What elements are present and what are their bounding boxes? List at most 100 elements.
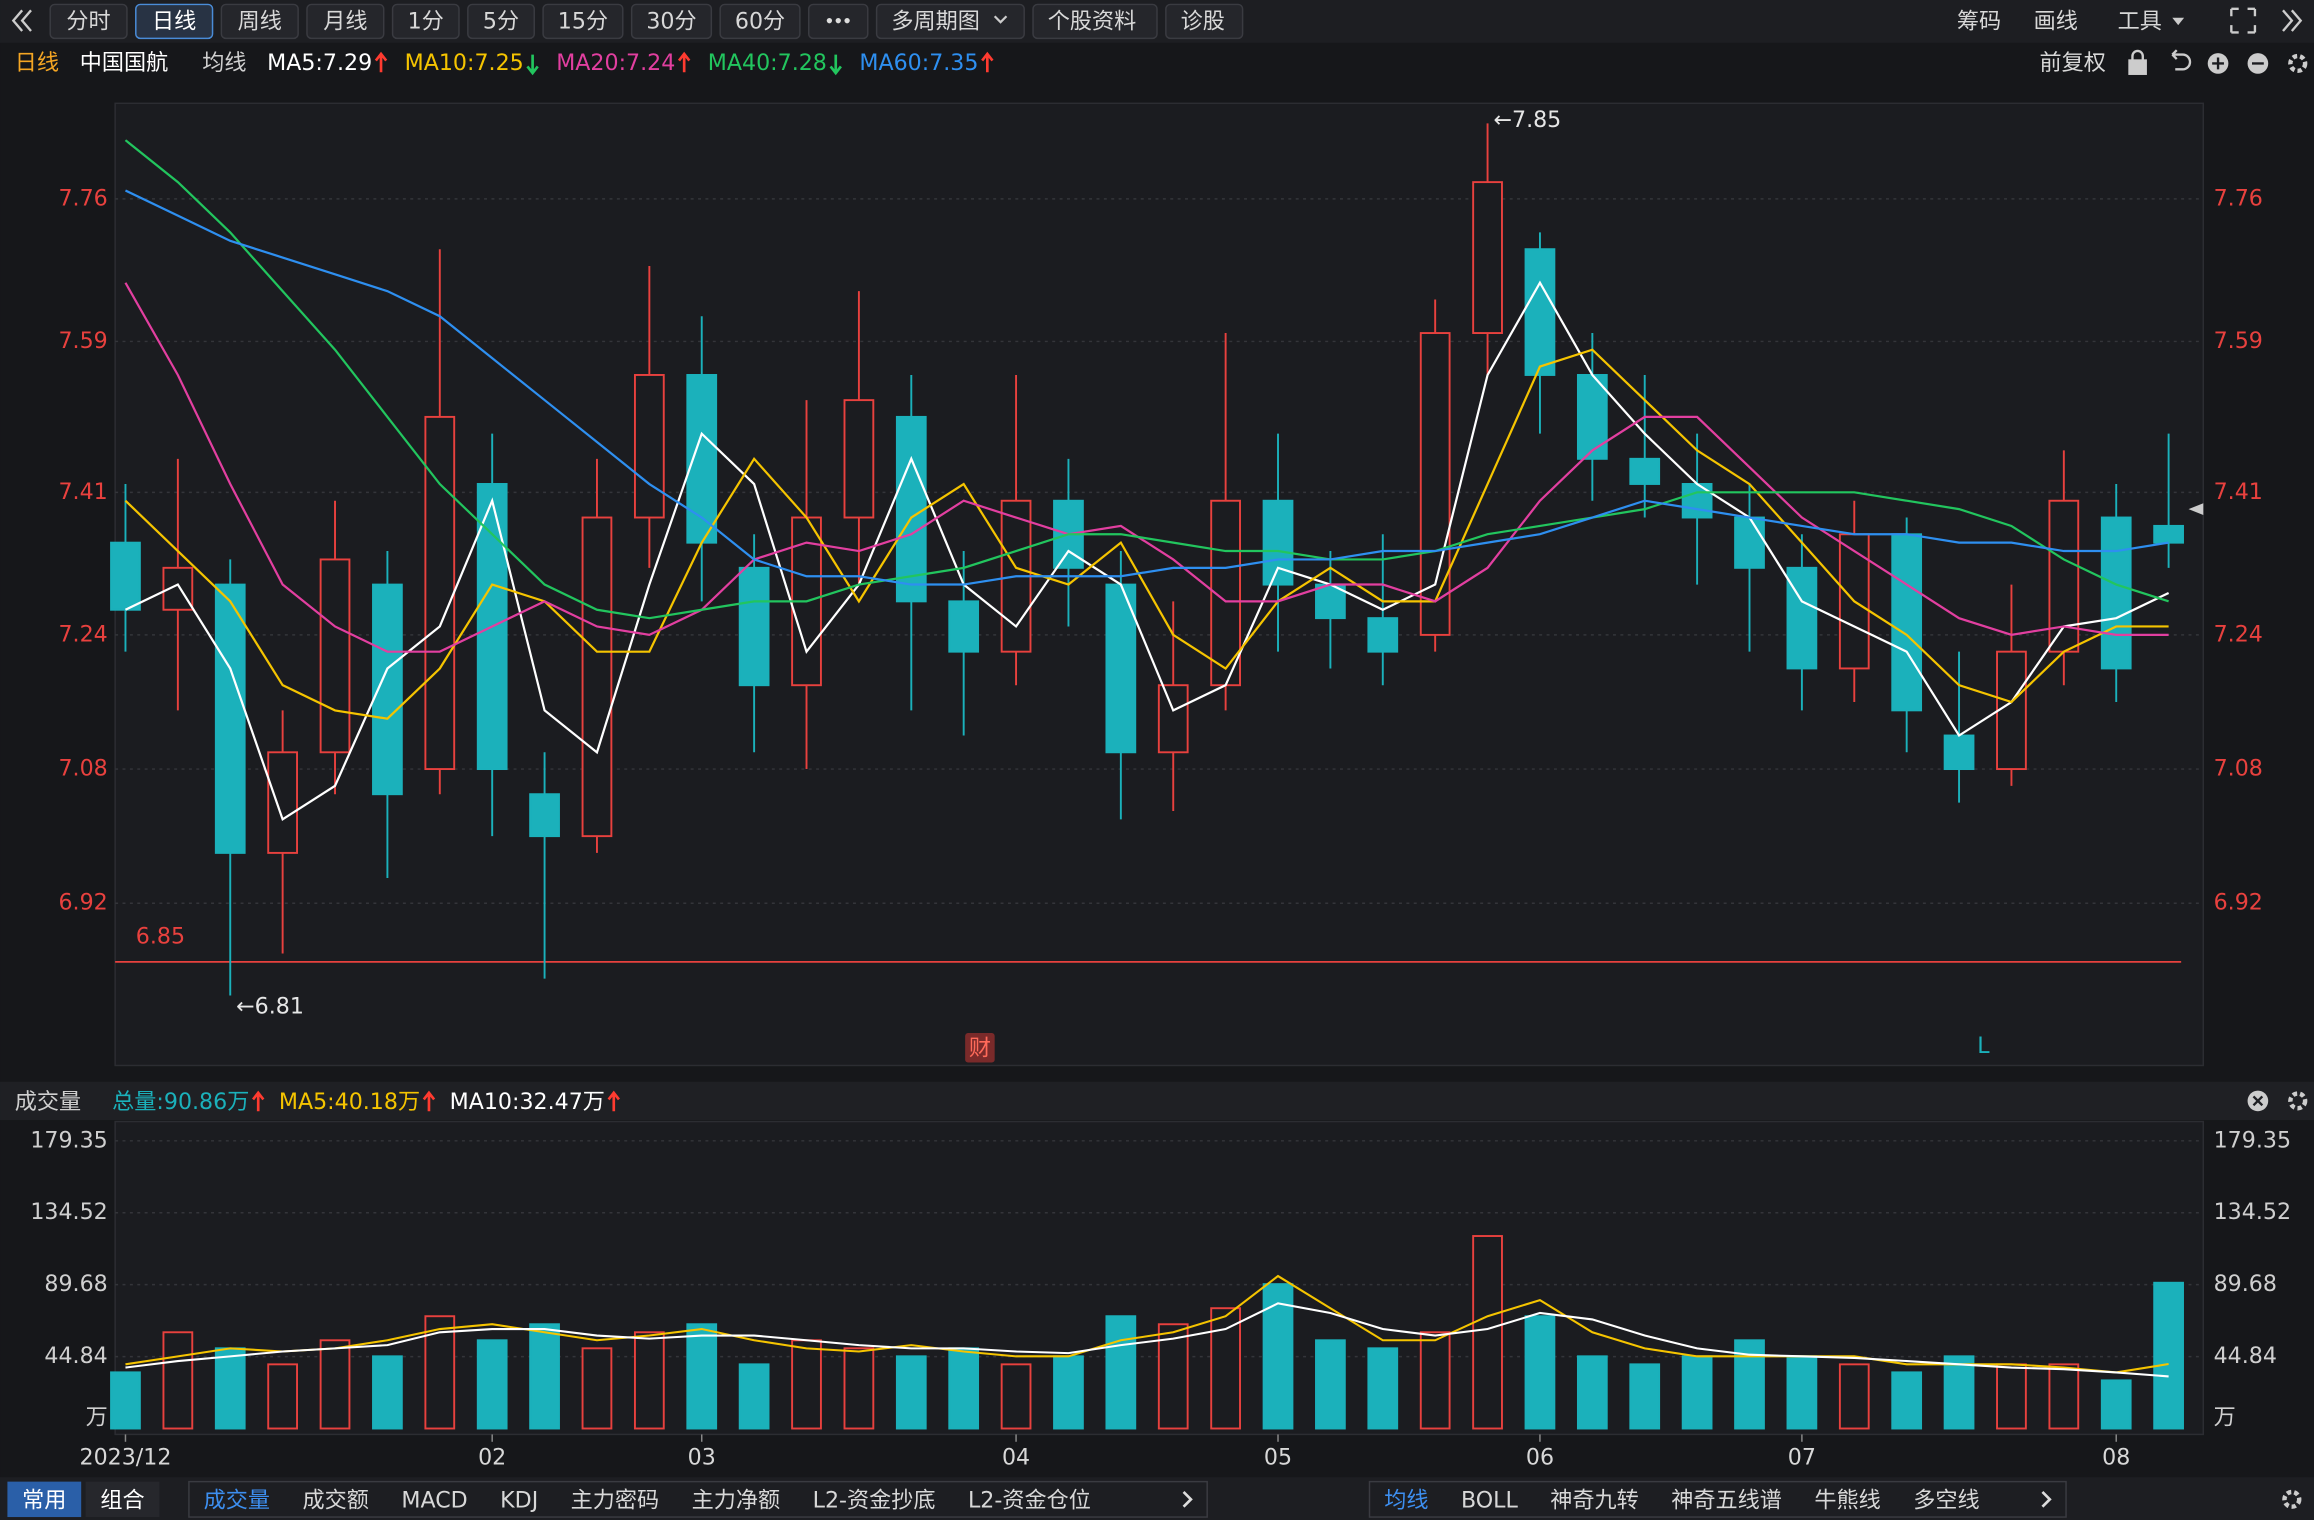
volume-bar xyxy=(1629,1363,1661,1430)
tab-item[interactable]: 主力密码 xyxy=(571,1487,660,1513)
y-tick-label: 7.41 xyxy=(2214,479,2263,505)
tab-item[interactable]: 成交额 xyxy=(303,1487,369,1513)
y-tick-label: 7.76 xyxy=(2214,185,2263,211)
ma-line xyxy=(124,282,2169,653)
x-tick-label: 04 xyxy=(1002,1445,1030,1471)
y-tick-label: 44.84 xyxy=(44,1343,107,1369)
more-dot xyxy=(835,18,841,24)
tab-item[interactable]: L2-资金抄底 xyxy=(813,1487,936,1513)
volume-bar xyxy=(267,1363,298,1430)
candle-body xyxy=(267,751,298,854)
y-tick-label: 134.52 xyxy=(2214,1199,2291,1225)
y-tick-label: 179.35 xyxy=(2214,1127,2291,1153)
toolbar-button[interactable] xyxy=(1032,3,1158,40)
toolbar-button[interactable] xyxy=(630,3,713,40)
adjust-label[interactable]: 前复权 xyxy=(2039,50,2105,76)
candle-body xyxy=(1262,499,1294,586)
tab-group xyxy=(1368,1480,2067,1518)
tab-label: 常用 xyxy=(22,1487,66,1513)
settings-icon[interactable] xyxy=(2282,1489,2302,1509)
x-tick-label: 02 xyxy=(478,1445,506,1471)
toolbar-button[interactable] xyxy=(135,3,214,40)
toolbar-label: 1分 xyxy=(408,9,444,35)
toolbar-button[interactable] xyxy=(542,3,624,40)
tab-scroll[interactable] xyxy=(2041,1491,2052,1508)
tab-label: 组合 xyxy=(100,1487,144,1513)
ma-line xyxy=(124,189,2169,586)
y-tick-label: 7.59 xyxy=(2214,328,2263,354)
toolbar-button[interactable] xyxy=(875,3,1025,40)
more-dot xyxy=(826,18,833,24)
event-marker[interactable]: 财 xyxy=(969,1036,991,1062)
tab-item[interactable]: 均线 xyxy=(1384,1487,1428,1513)
volume-bar xyxy=(529,1323,560,1430)
volume-legend: MA5:40.18万 xyxy=(279,1089,420,1115)
y-unit: 万 xyxy=(86,1405,108,1431)
tab-item[interactable]: BOLL xyxy=(1461,1487,1519,1513)
tool-label[interactable]: 筹码 xyxy=(1957,9,2001,35)
settings-icon[interactable] xyxy=(2288,53,2308,74)
ma-legend: MA60:7.35 xyxy=(859,50,978,76)
tab[interactable] xyxy=(7,1481,82,1518)
y-tick-label: 179.35 xyxy=(30,1127,107,1153)
toolbar-button[interactable] xyxy=(220,3,299,40)
toolbar-button[interactable] xyxy=(1165,3,1244,40)
tab-item[interactable]: L2-资金仓位 xyxy=(968,1487,1091,1513)
fullscreen-icon[interactable] xyxy=(2230,7,2257,34)
y-tick-label: 7.59 xyxy=(58,328,107,354)
event-marker-bg[interactable] xyxy=(965,1033,995,1063)
candle-body xyxy=(1524,248,1556,376)
volume-bar xyxy=(1891,1371,1923,1430)
volume-title: 成交量 xyxy=(15,1089,81,1115)
y-tick-label: 89.68 xyxy=(44,1271,107,1297)
volume-bar xyxy=(372,1355,403,1430)
lock-icon[interactable] xyxy=(2128,59,2147,75)
tab-item[interactable]: 神奇九转 xyxy=(1550,1487,1638,1513)
ma-legend: MA20:7.24 xyxy=(556,50,675,76)
tab-item[interactable]: 神奇五线谱 xyxy=(1671,1487,1782,1513)
candle-body xyxy=(424,415,456,771)
tab-item[interactable]: KDJ xyxy=(500,1487,538,1513)
event-marker[interactable]: L xyxy=(1977,1033,1990,1059)
undo-icon[interactable] xyxy=(2171,49,2192,71)
toolbar-label: 分时 xyxy=(66,9,110,35)
toolbar-button[interactable] xyxy=(391,3,460,40)
y-tick-label: 7.08 xyxy=(2214,756,2263,782)
toolbar-button[interactable] xyxy=(467,3,535,40)
volume-bar xyxy=(843,1347,875,1430)
x-tick-label: 03 xyxy=(688,1445,716,1471)
tool-label[interactable]: 工具 xyxy=(2118,9,2162,35)
y-tick-label: 7.24 xyxy=(2214,621,2263,647)
toolbar-button[interactable] xyxy=(49,3,128,40)
close-glyph xyxy=(2252,1095,2264,1107)
tab[interactable] xyxy=(85,1481,160,1518)
candle-body xyxy=(2100,516,2132,670)
expand-icon[interactable] xyxy=(2282,9,2303,32)
toolbar-button[interactable] xyxy=(306,3,385,40)
volume-bar xyxy=(1053,1355,1084,1430)
volume-bar xyxy=(1419,1331,1451,1430)
collapse-icon[interactable] xyxy=(11,9,32,32)
tab-item[interactable]: 牛熊线 xyxy=(1814,1487,1880,1513)
ma-label: 均线 xyxy=(202,50,246,76)
tab-scroll[interactable] xyxy=(1182,1491,1193,1508)
plus-glyph xyxy=(2212,57,2224,70)
candle-body xyxy=(1105,583,1137,754)
candle-body xyxy=(1943,734,1975,771)
trend-arrow xyxy=(677,51,691,73)
volume-legend: MA10:32.47万 xyxy=(450,1089,605,1115)
toolbar-label: 周线 xyxy=(238,9,282,35)
tab-item[interactable]: MACD xyxy=(401,1487,467,1513)
tab-item[interactable]: 成交量 xyxy=(204,1487,270,1513)
tool-label[interactable]: 画线 xyxy=(2034,9,2078,35)
settings-icon[interactable] xyxy=(2288,1091,2308,1111)
more-dot xyxy=(844,18,850,24)
candle-body xyxy=(319,558,351,754)
extreme-label: ←7.85 xyxy=(1493,107,1561,133)
toolbar-button[interactable] xyxy=(719,3,801,40)
tab-item[interactable]: 多空线 xyxy=(1913,1487,1979,1513)
volume-bar xyxy=(1943,1355,1975,1430)
tab-item[interactable]: 主力净额 xyxy=(692,1487,780,1513)
